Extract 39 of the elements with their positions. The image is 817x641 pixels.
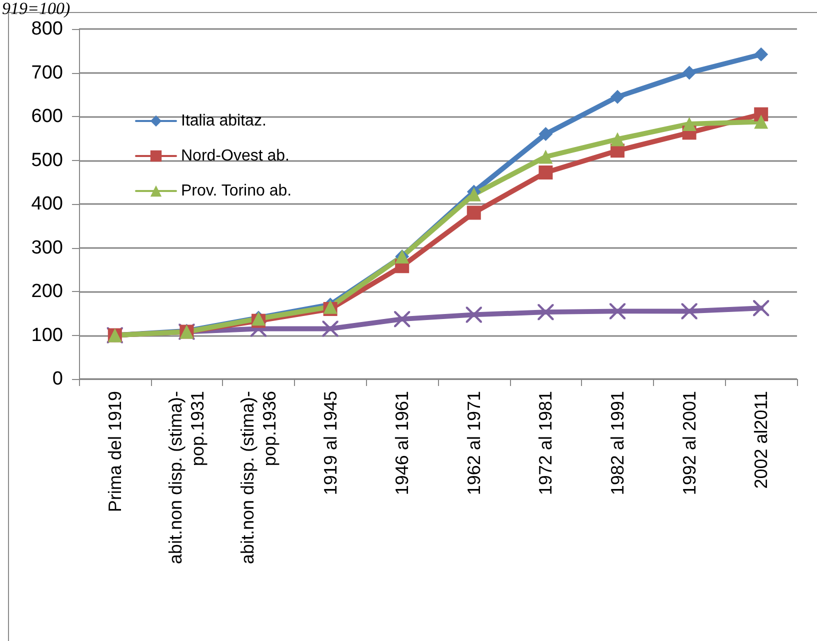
legend-label: Italia abitaz. bbox=[181, 112, 266, 130]
y-tick-label: 0 bbox=[52, 368, 63, 390]
x-tick-label: 1992 al 2001 bbox=[679, 391, 700, 496]
x-tick-label: abit.non disp. (stima)- pop.1931 bbox=[166, 391, 208, 564]
point bbox=[322, 320, 338, 337]
point bbox=[682, 116, 696, 131]
x-tick-label: 2002 al2011 bbox=[751, 391, 772, 489]
chart-title: 919=100) bbox=[2, 0, 70, 18]
x-tick-label: 1946 al 1961 bbox=[392, 391, 412, 496]
y-tick-label: 500 bbox=[31, 150, 63, 171]
x-tick-label: Prima del 1919 bbox=[104, 391, 125, 512]
point bbox=[681, 303, 698, 320]
y-tick-label: 200 bbox=[31, 281, 63, 302]
x-tick-label: 1972 al 1981 bbox=[536, 391, 556, 496]
x-tick-label: 1919 al 1945 bbox=[320, 391, 340, 496]
point bbox=[538, 304, 554, 320]
y-tick-label: 600 bbox=[31, 106, 63, 127]
point bbox=[753, 300, 770, 316]
legend-label: Nord-Ovest ab. bbox=[181, 148, 290, 164]
point bbox=[610, 303, 626, 320]
point bbox=[538, 150, 553, 164]
legend-label: Prov. Torino ab. bbox=[181, 182, 292, 200]
point bbox=[538, 166, 553, 180]
y-tick-label: 100 bbox=[31, 324, 63, 346]
point bbox=[754, 47, 768, 62]
x-tick-label: 1962 al 1971 bbox=[464, 391, 484, 496]
point bbox=[754, 114, 768, 129]
point bbox=[394, 311, 410, 328]
point bbox=[610, 132, 624, 146]
point bbox=[466, 206, 481, 220]
point bbox=[466, 306, 482, 323]
y-tick-label: 300 bbox=[31, 237, 63, 258]
y-tick-label: 700 bbox=[31, 62, 63, 84]
point bbox=[610, 90, 624, 104]
point bbox=[538, 127, 553, 141]
y-tick-label: 800 bbox=[31, 18, 63, 40]
x-tick-label: 1982 al 1991 bbox=[608, 391, 628, 496]
y-tick-label: 400 bbox=[31, 194, 63, 214]
point bbox=[682, 66, 696, 80]
